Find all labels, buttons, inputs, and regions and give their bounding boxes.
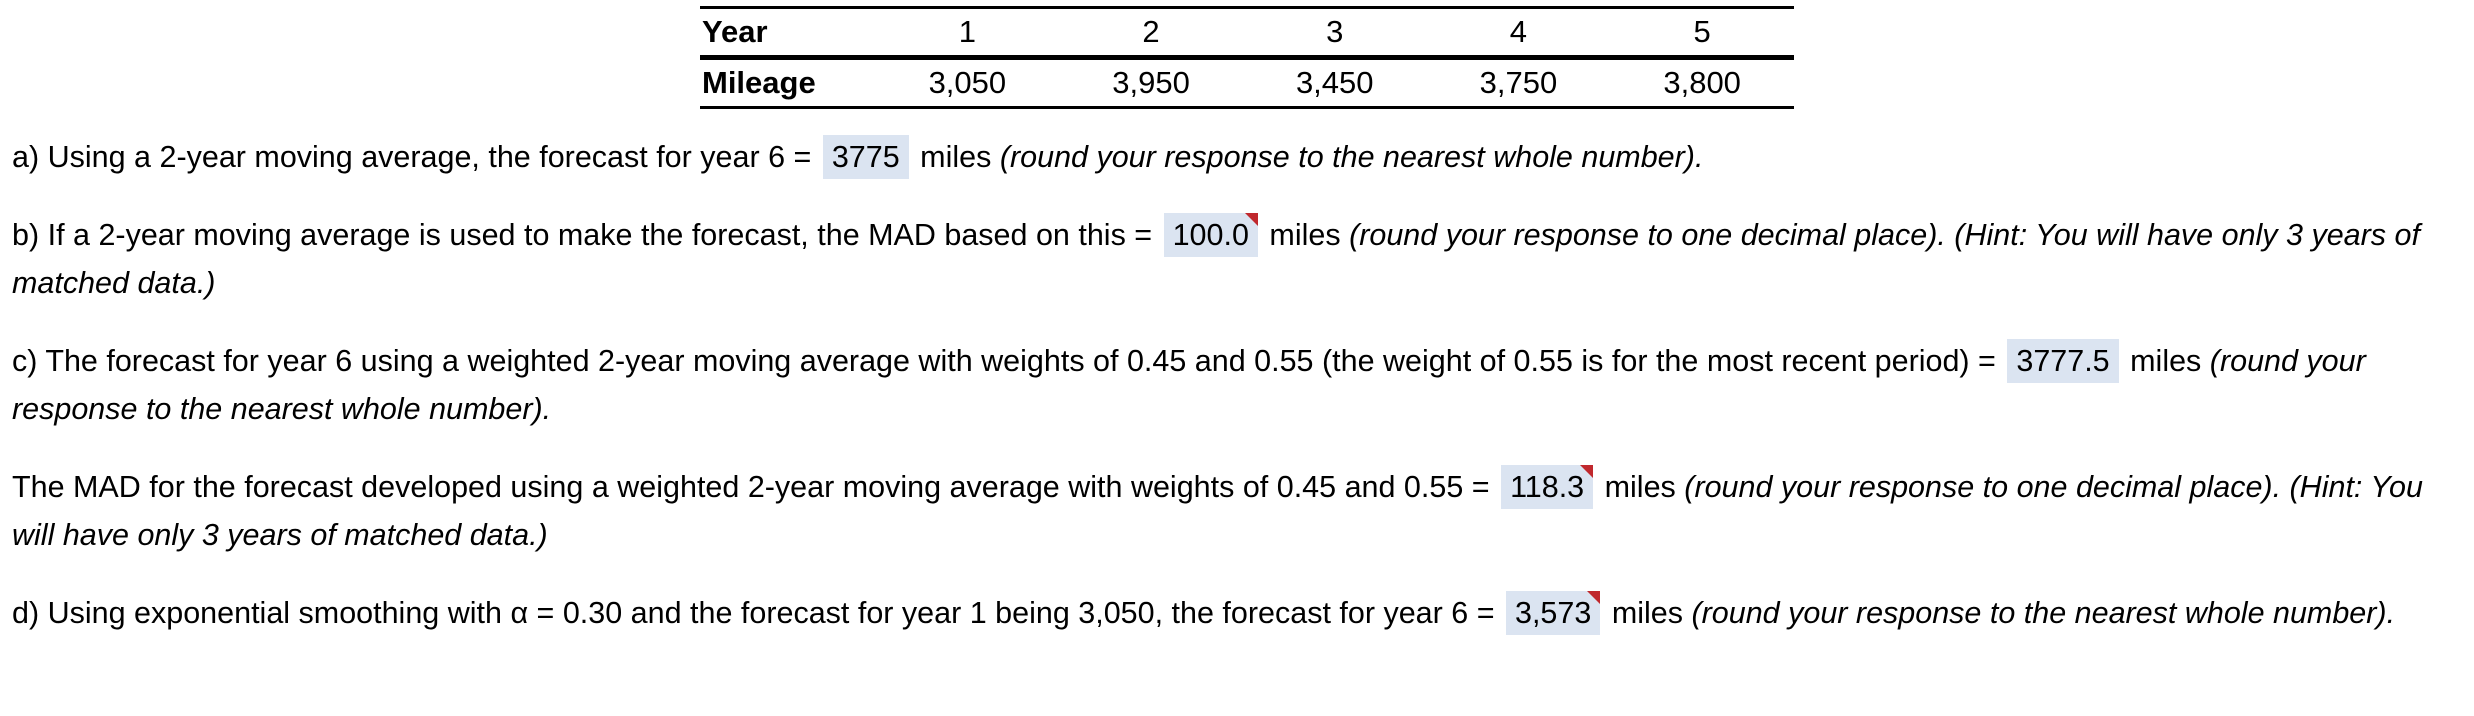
question-c: c) The forecast for year 6 using a weigh… xyxy=(12,337,2467,433)
answer-field-a[interactable]: 3775 xyxy=(822,135,909,179)
table-cell: 1 xyxy=(875,6,1060,60)
question-c-mad-text: The MAD for the forecast developed using… xyxy=(12,470,1490,504)
unit-label: miles xyxy=(2130,344,2202,378)
table-cell: 3,050 xyxy=(875,57,1060,109)
table-cell: 3,800 xyxy=(1610,57,1794,109)
unit-label: miles xyxy=(1604,470,1676,504)
instruction-text: (round your response to the nearest whol… xyxy=(999,140,1704,174)
question-a: a) Using a 2-year moving average, the fo… xyxy=(12,133,2467,181)
instruction-text: (round your response to one decimal plac… xyxy=(12,218,2420,300)
instruction-text: (round your response to one decimal plac… xyxy=(12,470,2423,552)
unit-label: miles xyxy=(1611,596,1683,630)
question-c-text: c) The forecast for year 6 using a weigh… xyxy=(12,344,1996,378)
unit-label: miles xyxy=(920,140,992,174)
question-d-text: d) Using exponential smoothing with α = … xyxy=(12,596,1495,630)
answer-field-c-mad[interactable]: 118.3 xyxy=(1501,465,1594,509)
mileage-data-table: Year 1 2 3 4 5 Mileage 3,050 3,950 3,450… xyxy=(700,6,1794,109)
table-cell: 3,950 xyxy=(1059,57,1243,109)
table-cell: 5 xyxy=(1610,6,1794,60)
unit-label: miles xyxy=(1269,218,1341,252)
table-row-mileage: Mileage 3,050 3,950 3,450 3,750 3,800 xyxy=(700,57,1794,109)
question-c-mad: The MAD for the forecast developed using… xyxy=(12,463,2467,559)
answer-field-d[interactable]: 3,573 xyxy=(1506,591,1601,635)
table-cell: 4 xyxy=(1426,6,1611,60)
table-cell: 2 xyxy=(1059,6,1243,60)
question-d: d) Using exponential smoothing with α = … xyxy=(12,589,2467,637)
question-content: a) Using a 2-year moving average, the fo… xyxy=(12,133,2467,667)
table-cell: 3 xyxy=(1242,6,1427,60)
question-b: b) If a 2-year moving average is used to… xyxy=(12,211,2467,307)
row-header-year: Year xyxy=(700,6,876,60)
table-cell: 3,450 xyxy=(1242,57,1427,109)
instruction-text: (round your response to the nearest whol… xyxy=(1691,596,2396,630)
answer-field-c[interactable]: 3777.5 xyxy=(2007,339,2119,383)
instruction-text: (round your response to the nearest whol… xyxy=(12,344,2366,426)
row-header-mileage: Mileage xyxy=(700,57,876,109)
table-row-year: Year 1 2 3 4 5 xyxy=(700,6,1794,60)
question-b-text: b) If a 2-year moving average is used to… xyxy=(12,218,1153,252)
table-cell: 3,750 xyxy=(1426,57,1611,109)
question-a-text: a) Using a 2-year moving average, the fo… xyxy=(12,140,812,174)
answer-field-b[interactable]: 100.0 xyxy=(1163,213,1259,257)
